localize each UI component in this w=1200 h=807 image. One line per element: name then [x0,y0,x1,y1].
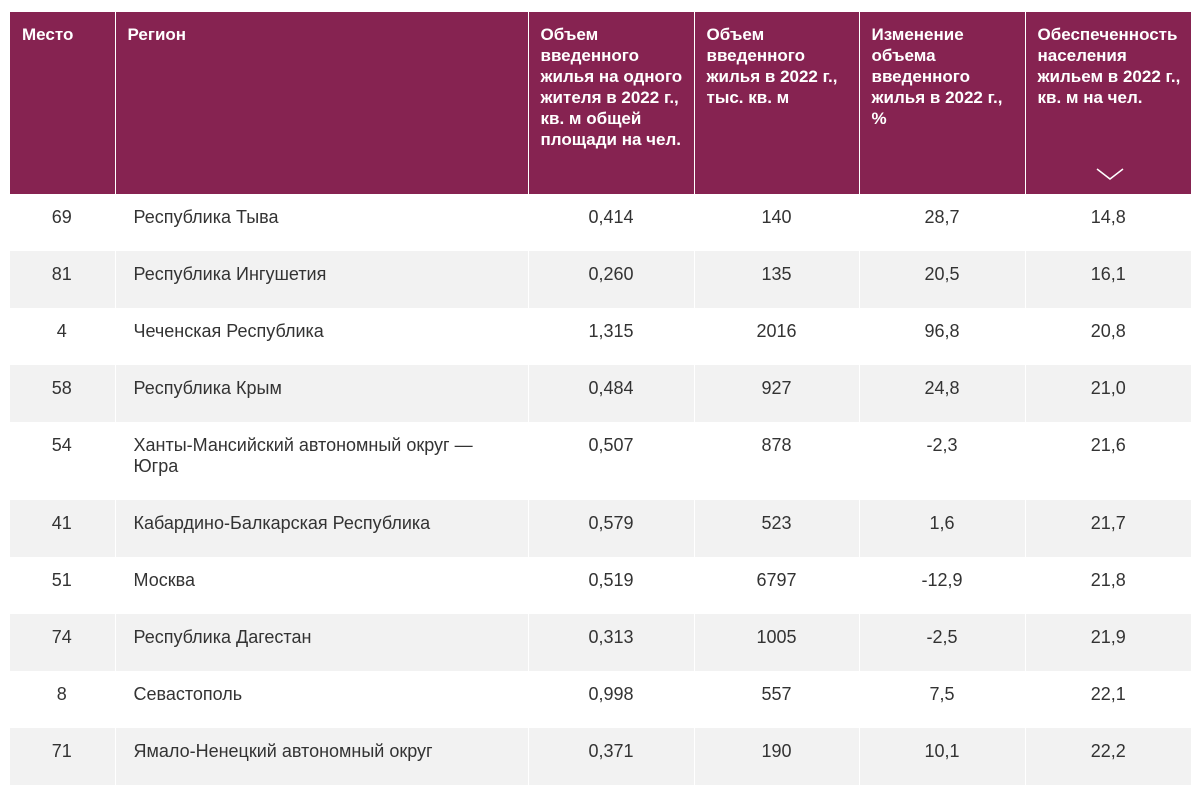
cell-rank: 4 [10,308,116,365]
cell-region: Республика Дагестан [115,614,529,671]
cell-housing-volume: 140 [694,194,860,251]
table-row: 54 Ханты-Мансийский автономный округ — Ю… [10,422,1191,500]
cell-housing-per-capita: 0,260 [528,251,695,308]
table-row: 71 Ямало-Ненецкий автономный округ 0,371… [10,728,1191,785]
cell-housing-volume: 878 [694,422,860,500]
cell-volume-change: -2,5 [859,614,1026,671]
cell-rank: 51 [10,557,116,614]
table-row: 4 Чеченская Республика 1,315 2016 96,8 2… [10,308,1191,365]
cell-housing-per-capita: 1,315 [528,308,695,365]
regions-table: Место Регион Объем введенного жилья на о… [10,12,1191,785]
cell-housing-provision: 21,0 [1025,365,1191,422]
cell-rank: 58 [10,365,116,422]
cell-housing-provision: 22,2 [1025,728,1191,785]
cell-region: Республика Ингушетия [115,251,529,308]
cell-region: Республика Тыва [115,194,529,251]
cell-rank: 8 [10,671,116,728]
cell-housing-volume: 523 [694,500,860,557]
cell-region: Севастополь [115,671,529,728]
cell-housing-volume: 135 [694,251,860,308]
cell-volume-change: 24,8 [859,365,1026,422]
cell-rank: 69 [10,194,116,251]
cell-housing-volume: 927 [694,365,860,422]
table-row: 8 Севастополь 0,998 557 7,5 22,1 [10,671,1191,728]
cell-housing-provision: 21,7 [1025,500,1191,557]
column-header-region[interactable]: Регион [115,12,529,194]
column-header-housing-provision[interactable]: Обеспеченность населения жильем в 2022 г… [1025,12,1191,194]
cell-housing-per-capita: 0,519 [528,557,695,614]
cell-volume-change: 28,7 [859,194,1026,251]
cell-region: Кабардино-Балкарская Республика [115,500,529,557]
table-body: 69 Республика Тыва 0,414 140 28,7 14,8 8… [10,194,1191,785]
cell-housing-provision: 16,1 [1025,251,1191,308]
cell-region: Республика Крым [115,365,529,422]
cell-housing-volume: 6797 [694,557,860,614]
cell-volume-change: 7,5 [859,671,1026,728]
cell-rank: 81 [10,251,116,308]
cell-housing-provision: 14,8 [1090,207,1126,227]
cell-housing-per-capita: 0,579 [528,500,695,557]
cell-rank: 71 [10,728,116,785]
cell-region: Чеченская Республика [115,308,529,365]
cell-housing-volume: 1005 [694,614,860,671]
column-header-rank[interactable]: Место [10,12,116,194]
column-header-housing-per-capita[interactable]: Объем введенного жилья на одного жителя … [528,12,695,194]
cell-rank: 54 [10,422,116,500]
cell-housing-volume: 557 [694,671,860,728]
cell-rank: 74 [10,614,116,671]
cell-housing-volume: 2016 [694,308,860,365]
table-row: 81 Республика Ингушетия 0,260 135 20,5 1… [10,251,1191,308]
cell-housing-provision: 22,1 [1090,684,1126,704]
cell-housing-provision: 21,6 [1090,435,1126,455]
cell-housing-per-capita: 0,313 [528,614,695,671]
cell-region: Ханты-Мансийский автономный округ — Югра [115,422,529,500]
cell-rank: 41 [10,500,116,557]
header-row: Место Регион Объем введенного жилья на о… [10,12,1191,194]
cell-housing-provision: 21,8 [1090,570,1126,590]
column-header-housing-provision-label: Обеспеченность населения жильем в 2022 г… [1037,25,1181,107]
cell-housing-per-capita: 0,371 [528,728,695,785]
table-header: Место Регион Объем введенного жилья на о… [10,12,1191,194]
chevron-down-icon[interactable] [1096,168,1124,180]
table-row: 51 Москва 0,519 6797 -12,9 21,8 [10,557,1191,614]
table-row: 41 Кабардино-Балкарская Республика 0,579… [10,500,1191,557]
cell-volume-change: 96,8 [859,308,1026,365]
cell-housing-provision: 21,9 [1025,614,1191,671]
cell-volume-change: 10,1 [859,728,1026,785]
column-header-volume-change[interactable]: Изменение объема введенного жилья в 2022… [859,12,1026,194]
cell-volume-change: -12,9 [859,557,1026,614]
table-row: 58 Республика Крым 0,484 927 24,8 21,0 [10,365,1191,422]
cell-housing-per-capita: 0,507 [528,422,695,500]
column-header-housing-volume[interactable]: Объем введенного жилья в 2022 г., тыс. к… [694,12,860,194]
cell-volume-change: 1,6 [859,500,1026,557]
cell-region: Москва [115,557,529,614]
cell-housing-provision: 20,8 [1090,321,1126,341]
cell-volume-change: -2,3 [859,422,1026,500]
cell-region: Ямало-Ненецкий автономный округ [115,728,529,785]
table-row: 69 Республика Тыва 0,414 140 28,7 14,8 [10,194,1191,251]
cell-housing-per-capita: 0,484 [528,365,695,422]
cell-housing-per-capita: 0,998 [528,671,695,728]
table-row: 74 Республика Дагестан 0,313 1005 -2,5 2… [10,614,1191,671]
cell-volume-change: 20,5 [859,251,1026,308]
cell-housing-volume: 190 [694,728,860,785]
data-table-container: Место Регион Объем введенного жилья на о… [10,12,1191,785]
cell-housing-per-capita: 0,414 [528,194,695,251]
